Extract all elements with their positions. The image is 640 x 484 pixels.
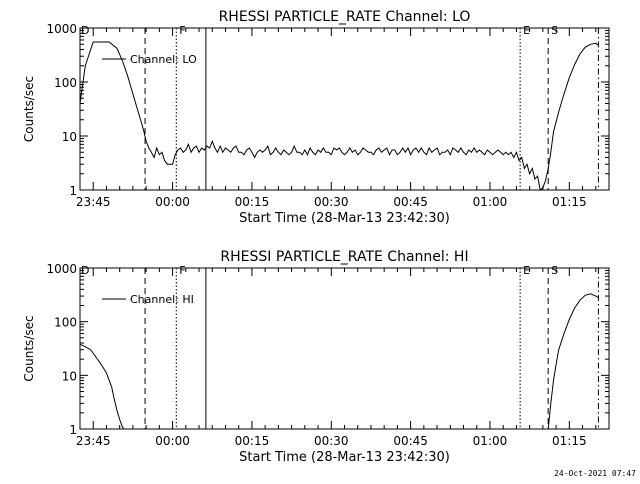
panel1-x-tick-label: 00:30 [314, 195, 349, 209]
panel2-y-tick-label: 100 [54, 316, 77, 330]
panel2-corner-label: D [81, 264, 89, 277]
panel1-x-tick-label: 00:00 [155, 195, 190, 209]
panel1-marker-label: F [179, 24, 185, 37]
panel2-x-tick-label: 01:15 [552, 434, 587, 448]
panel1-x-tick-label: 01:15 [552, 195, 587, 209]
panel2-x-tick-label: 00:30 [314, 434, 349, 448]
panel2-x-tick-label: 00:15 [235, 434, 270, 448]
panel1-x-axis-label: Start Time (28-Mar-13 23:42:30) [239, 211, 450, 226]
panel2-x-tick-label: 01:00 [473, 434, 508, 448]
panel1-y-axis-label: Counts/sec [22, 76, 36, 142]
panel2-y-tick-label: 10 [62, 369, 77, 383]
panel2-y-tick-label: 1000 [46, 262, 77, 276]
panel1-x-tick-label: 01:00 [473, 195, 508, 209]
panel1-legend-label: Channel: LO [130, 53, 197, 66]
panel1-y-tick-label: 10 [62, 130, 77, 144]
panel1-marker-label: E [523, 24, 530, 37]
panel2-x-tick-label: 00:45 [393, 434, 428, 448]
panel2-y-tick-label: 1 [69, 423, 77, 437]
panel1-corner-label: D [81, 24, 89, 37]
panel1-x-tick-label: 00:45 [393, 195, 428, 209]
panel2-y-axis-label: Counts/sec [22, 315, 36, 381]
panel2-legend-label: Channel: HI [130, 293, 194, 306]
panel1-series-line [79, 41, 599, 191]
panel2-x-tick-label: 23:45 [76, 434, 111, 448]
panel2-marker-label: E [523, 264, 530, 277]
panel2-chart-title: RHESSI PARTICLE_RATE Channel: HI [220, 249, 468, 265]
panel2-series-line [79, 293, 599, 430]
panel1-chart-title: RHESSI PARTICLE_RATE Channel: LO [219, 9, 471, 25]
panel2-x-axis-label: Start Time (28-Mar-13 23:42:30) [239, 450, 450, 465]
panel1-y-tick-label: 1000 [46, 22, 77, 36]
panel1-y-tick-label: 1 [69, 184, 77, 198]
panel1-x-tick-label: 23:45 [76, 195, 111, 209]
panel2-marker-label: S [551, 264, 558, 277]
panel1-x-tick-label: 00:15 [235, 195, 270, 209]
panel1-marker-label: S [551, 24, 558, 37]
panel1-y-tick-label: 100 [54, 76, 77, 90]
panel2-x-tick-label: 00:00 [155, 434, 190, 448]
panel2-marker-label: F [179, 264, 185, 277]
timestamp-stamp: 24-Oct-2021 07:47 [554, 469, 636, 478]
